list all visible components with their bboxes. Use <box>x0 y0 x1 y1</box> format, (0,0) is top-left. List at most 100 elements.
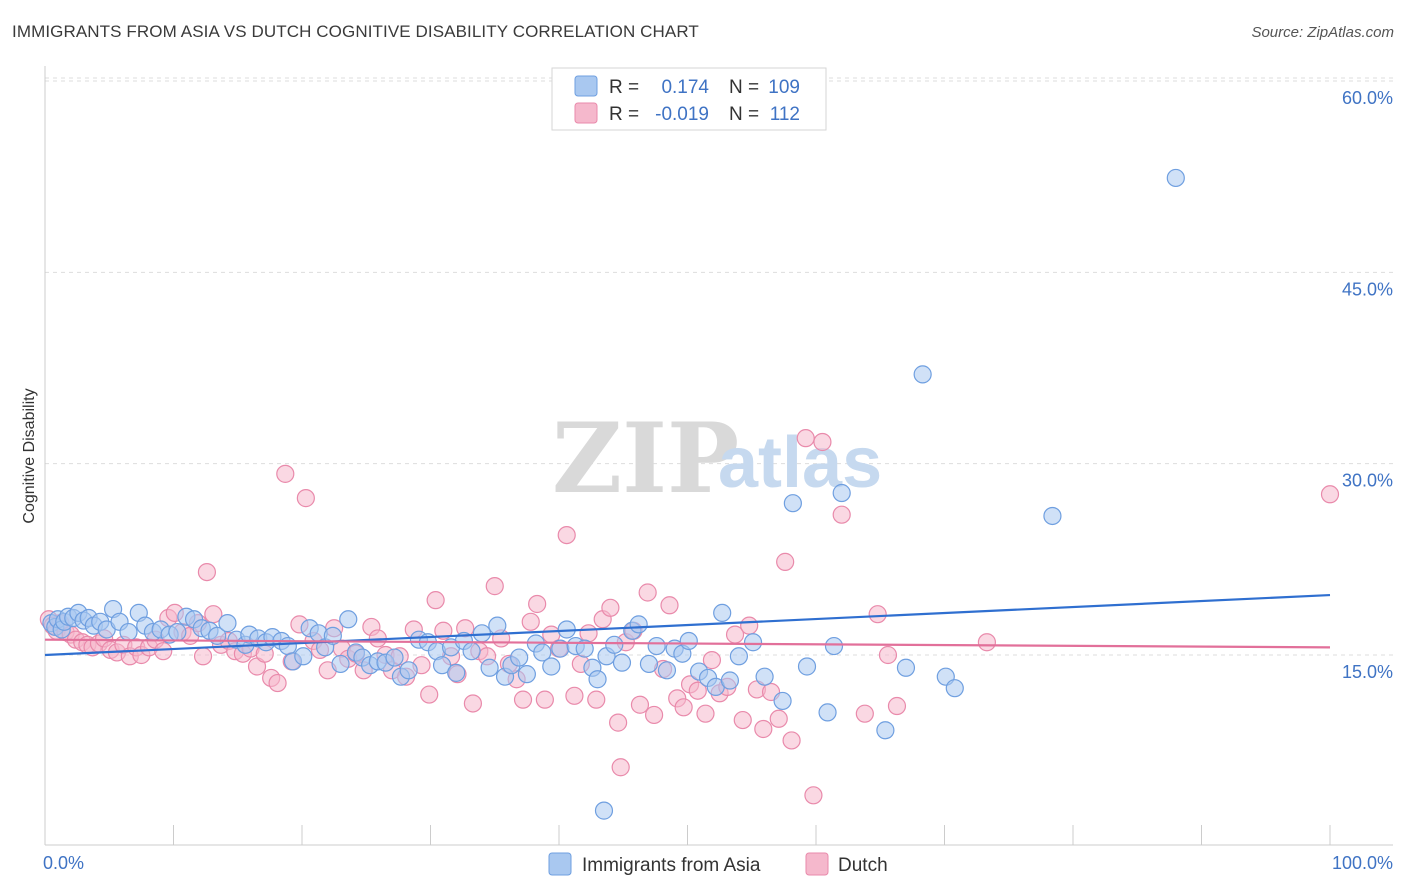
chart-title: IMMIGRANTS FROM ASIA VS DUTCH COGNITIVE … <box>12 22 699 41</box>
dutch-point <box>420 685 439 704</box>
dutch-point <box>660 596 679 615</box>
x-tick-label-100: 100.0% <box>1332 853 1393 873</box>
asia-point <box>218 614 237 633</box>
asia-point <box>432 656 452 675</box>
dutch-point <box>434 621 453 640</box>
y-tick-label-30: 30.0% <box>1342 471 1393 491</box>
dutch-point <box>977 633 997 652</box>
dutch-point <box>887 696 907 716</box>
dutch-point <box>426 591 445 610</box>
dutch-point <box>630 695 650 714</box>
asia-point <box>913 365 932 384</box>
asia-point <box>713 603 732 623</box>
asia-point <box>1166 168 1185 188</box>
legend-n-label-asia: N = <box>729 77 759 98</box>
dutch-point <box>565 686 584 705</box>
asia-point <box>797 657 817 676</box>
x-tick-labels: 0.0% 100.0% <box>43 853 1393 873</box>
series-legend-label-dutch: Dutch <box>838 855 888 876</box>
legend-r-label-dutch: R = <box>609 104 639 125</box>
dutch-point <box>528 594 547 614</box>
dutch-point <box>463 694 483 713</box>
watermark: ZIP atlas <box>552 402 882 515</box>
asia-point <box>679 631 698 651</box>
axes <box>44 66 1393 846</box>
series-legend-swatch-dutch <box>805 852 829 876</box>
asia-point <box>517 665 536 684</box>
trend-lines <box>44 593 1331 657</box>
dutch-point <box>276 464 295 483</box>
asia-point <box>119 622 138 642</box>
dutch-point <box>268 673 287 693</box>
asia-point <box>729 647 749 666</box>
asia-point <box>818 703 837 722</box>
dutch-point <box>702 651 722 670</box>
legend-r-label-asia: R = <box>609 77 639 98</box>
asia-point <box>588 670 607 689</box>
y-tick-label-60: 60.0% <box>1342 88 1393 108</box>
asia-point <box>755 667 774 686</box>
asia-point <box>1043 506 1062 526</box>
asia-point <box>168 622 187 642</box>
x-tick-label-0: 0.0% <box>43 853 84 873</box>
y-tick-label-45: 45.0% <box>1342 279 1393 299</box>
asia-point <box>657 661 677 680</box>
dutch-point <box>832 505 851 524</box>
asia-point <box>399 661 418 680</box>
dutch-point <box>197 562 217 582</box>
asia-point <box>480 658 499 677</box>
dutch-point <box>579 624 598 643</box>
chart-source: Source: ZipAtlas.com <box>1251 24 1394 41</box>
dutch-point <box>601 598 620 617</box>
asia-point <box>783 494 802 513</box>
dutch-point <box>740 616 759 635</box>
dutch-point <box>485 577 504 596</box>
asia-point <box>945 679 964 698</box>
asia-point <box>647 636 666 656</box>
asia-point <box>331 654 350 674</box>
asia-point <box>612 653 632 672</box>
dutch-point <box>521 612 540 631</box>
dutch-point <box>1320 485 1340 504</box>
dutch-point <box>804 786 823 805</box>
asia-point <box>447 663 466 682</box>
legend-r-value-asia: 0.174 <box>661 77 709 98</box>
legend-n-label-dutch: N = <box>729 104 759 125</box>
trend-line-dutch <box>44 638 1331 649</box>
asia-point <box>339 610 358 629</box>
correlation-legend: R = 0.174 N = 109 R = -0.019 N = 112 <box>551 67 827 131</box>
dutch-point <box>769 709 788 728</box>
asia-point <box>488 616 507 635</box>
asia-point <box>575 639 594 658</box>
dutch-point <box>296 489 315 508</box>
dutch-point <box>813 432 832 452</box>
dutch-point <box>754 719 773 739</box>
dutch-point <box>154 642 173 661</box>
dutch-point <box>535 690 554 709</box>
dutch-point <box>733 710 752 730</box>
dutch-point <box>868 605 887 624</box>
dutch-point <box>644 705 664 725</box>
dutch-point <box>674 698 693 717</box>
dutch-point <box>611 758 630 777</box>
dutch-point <box>878 645 898 665</box>
legend-n-value-dutch: 112 <box>770 104 800 125</box>
legend-swatch-asia <box>574 75 598 97</box>
series-legend-label-asia: Immigrants from Asia <box>582 855 761 876</box>
asia-point <box>510 648 529 667</box>
asia-point <box>294 647 313 666</box>
dutch-point <box>557 525 576 545</box>
dutch-point <box>609 713 628 732</box>
watermark-zip: ZIP <box>552 402 739 515</box>
series-legend: Immigrants from Asia Dutch <box>548 852 888 876</box>
dutch-point <box>513 690 533 709</box>
asia-point <box>533 643 552 662</box>
asia-point <box>542 657 561 676</box>
dutch-point <box>193 647 213 666</box>
dutch-point <box>688 681 707 700</box>
asia-point <box>720 671 740 690</box>
asia-point <box>773 691 792 711</box>
legend-n-value-asia: 109 <box>768 77 800 98</box>
asia-point <box>743 633 763 652</box>
